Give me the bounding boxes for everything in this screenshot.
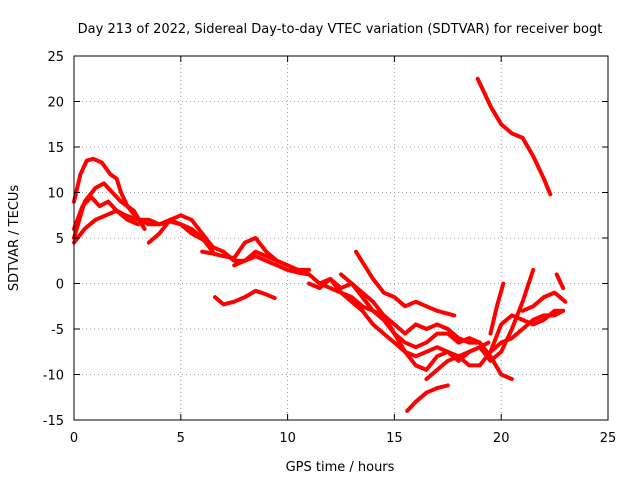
- series-line-pass-17: [488, 281, 506, 336]
- y-tick-label: 20: [47, 96, 64, 111]
- y-tick-label: 5: [56, 232, 64, 247]
- x-tick-label: 20: [493, 431, 510, 446]
- y-tick-label: 10: [47, 187, 64, 202]
- series-line-pass-20: [475, 76, 553, 197]
- series-line-pass-13: [317, 281, 514, 382]
- y-tick-label: -10: [43, 369, 64, 384]
- series-line-pass-12: [354, 249, 457, 318]
- x-axis-label: GPS time / hours: [286, 460, 395, 475]
- series-line-pass-18: [520, 290, 568, 313]
- x-tick-label: 10: [279, 431, 296, 446]
- series-line-pass-19: [554, 272, 566, 291]
- x-tick-label: 25: [600, 431, 617, 446]
- y-tick-label: 0: [56, 278, 64, 293]
- series-line-pass-8: [213, 288, 277, 307]
- chart-title: Day 213 of 2022, Sidereal Day-to-day VTE…: [78, 22, 603, 37]
- y-tick-label: -15: [43, 414, 64, 429]
- y-tick-label: -5: [51, 323, 64, 338]
- grid: [74, 56, 608, 420]
- x-tick-label: 5: [177, 431, 185, 446]
- x-tick-label: 15: [386, 431, 403, 446]
- series-line-pass-4: [72, 208, 141, 245]
- series-line-pass-11: [339, 267, 536, 372]
- series-line-pass-16: [488, 308, 566, 354]
- series-line-pass-15: [405, 383, 450, 413]
- y-axis-label: SDTVAR / TECUs: [7, 185, 22, 292]
- y-tick-label: 25: [47, 50, 64, 65]
- x-tick-label: 0: [70, 431, 78, 446]
- series-layer: [72, 76, 568, 413]
- y-tick-label: 15: [47, 141, 64, 156]
- series-line-pass-3: [72, 195, 211, 245]
- series-line-pass-14: [424, 308, 566, 382]
- ticks: [73, 55, 609, 421]
- tick-labels: 0 5 10 15 20 25 -15 -10 -5 0 5 10 15 20 25: [43, 50, 617, 446]
